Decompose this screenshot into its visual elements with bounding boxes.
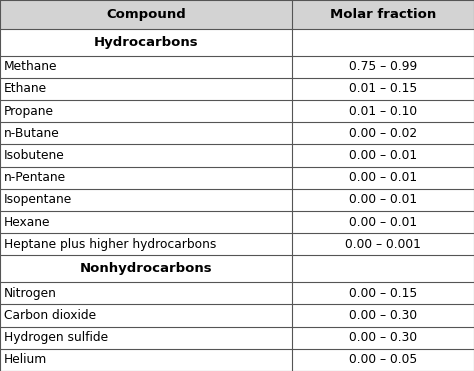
Bar <box>0 167 474 189</box>
Text: 0.00 – 0.05: 0.00 – 0.05 <box>349 354 417 367</box>
Text: Heptane plus higher hydrocarbons: Heptane plus higher hydrocarbons <box>4 238 216 251</box>
Text: Isopentane: Isopentane <box>4 193 72 206</box>
Text: 0.00 – 0.01: 0.00 – 0.01 <box>349 171 417 184</box>
Text: 0.00 – 0.01: 0.00 – 0.01 <box>349 193 417 206</box>
Bar <box>0 56 474 78</box>
Text: Isobutene: Isobutene <box>4 149 64 162</box>
Text: 0.00 – 0.01: 0.00 – 0.01 <box>349 149 417 162</box>
Bar <box>0 256 474 282</box>
Text: Hexane: Hexane <box>4 216 50 229</box>
Text: 0.00 – 0.30: 0.00 – 0.30 <box>349 331 417 344</box>
Bar <box>0 349 474 371</box>
Bar <box>0 282 474 304</box>
Text: 0.00 – 0.15: 0.00 – 0.15 <box>349 287 417 300</box>
Bar <box>0 29 474 56</box>
Text: Methane: Methane <box>4 60 57 73</box>
Text: Nonhydrocarbons: Nonhydrocarbons <box>80 262 212 275</box>
Text: Propane: Propane <box>4 105 54 118</box>
Bar <box>0 189 474 211</box>
Text: 0.00 – 0.01: 0.00 – 0.01 <box>349 216 417 229</box>
Bar <box>0 304 474 326</box>
Bar <box>0 0 474 29</box>
Text: Molar fraction: Molar fraction <box>329 8 436 21</box>
Text: Compound: Compound <box>106 8 186 21</box>
Text: n-Butane: n-Butane <box>4 127 60 140</box>
Text: Hydrocarbons: Hydrocarbons <box>93 36 198 49</box>
Bar <box>0 122 474 144</box>
Text: 0.75 – 0.99: 0.75 – 0.99 <box>349 60 417 73</box>
Text: Nitrogen: Nitrogen <box>4 287 57 300</box>
Bar <box>0 233 474 256</box>
Text: 0.00 – 0.30: 0.00 – 0.30 <box>349 309 417 322</box>
Text: 0.01 – 0.15: 0.01 – 0.15 <box>349 82 417 95</box>
Bar <box>0 326 474 349</box>
Bar <box>0 144 474 167</box>
Text: Helium: Helium <box>4 354 47 367</box>
Text: n-Pentane: n-Pentane <box>4 171 66 184</box>
Text: 0.00 – 0.02: 0.00 – 0.02 <box>349 127 417 140</box>
Text: Hydrogen sulfide: Hydrogen sulfide <box>4 331 108 344</box>
Text: Ethane: Ethane <box>4 82 47 95</box>
Text: Carbon dioxide: Carbon dioxide <box>4 309 96 322</box>
Bar <box>0 211 474 233</box>
Text: 0.01 – 0.10: 0.01 – 0.10 <box>349 105 417 118</box>
Text: 0.00 – 0.001: 0.00 – 0.001 <box>345 238 421 251</box>
Bar <box>0 78 474 100</box>
Bar <box>0 100 474 122</box>
